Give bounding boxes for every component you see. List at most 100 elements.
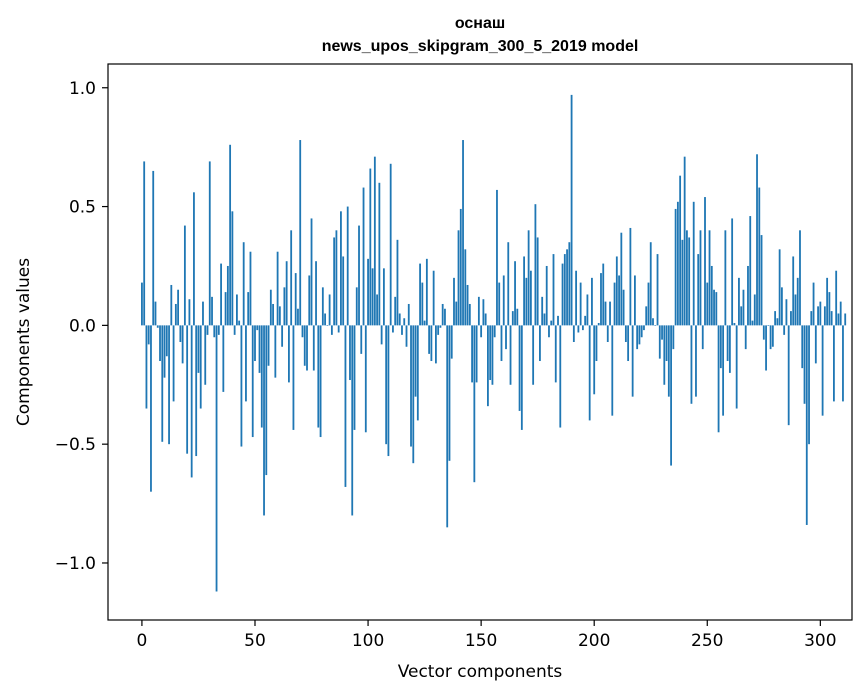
bar-240 bbox=[683, 156, 686, 326]
bar-97 bbox=[360, 325, 363, 354]
bar-26 bbox=[199, 325, 202, 409]
bar-2 bbox=[145, 325, 148, 409]
bar-150 bbox=[480, 325, 483, 338]
bar-172 bbox=[529, 270, 532, 326]
bar-91 bbox=[346, 206, 349, 326]
bar-151 bbox=[482, 299, 485, 326]
bar-309 bbox=[839, 301, 842, 326]
bar-112 bbox=[394, 296, 397, 326]
bar-155 bbox=[491, 325, 494, 385]
bar-84 bbox=[330, 325, 333, 335]
bar-27 bbox=[202, 301, 204, 326]
bar-60 bbox=[276, 251, 279, 326]
bar-279 bbox=[771, 325, 774, 347]
bar-193 bbox=[577, 325, 580, 333]
bar-93 bbox=[351, 325, 354, 516]
bar-216 bbox=[629, 227, 632, 326]
y-tick-label: 1.0 bbox=[69, 79, 96, 99]
bar-36 bbox=[222, 325, 225, 392]
bar-54 bbox=[263, 325, 265, 516]
bar-32 bbox=[213, 325, 216, 338]
bar-267 bbox=[744, 325, 747, 350]
bar-38 bbox=[226, 265, 229, 326]
bar-283 bbox=[780, 287, 783, 326]
bar-268 bbox=[747, 265, 749, 326]
bar-261 bbox=[731, 218, 734, 326]
bar-305 bbox=[830, 311, 833, 326]
bar-71 bbox=[301, 325, 304, 338]
bar-224 bbox=[647, 282, 650, 326]
bar-9 bbox=[161, 325, 164, 442]
bar-310 bbox=[842, 325, 844, 402]
bar-175 bbox=[536, 237, 539, 326]
bar-298 bbox=[814, 325, 817, 364]
bar-289 bbox=[794, 294, 797, 326]
bar-55 bbox=[265, 325, 268, 476]
bar-226 bbox=[652, 318, 654, 326]
bar-274 bbox=[760, 235, 763, 326]
bar-156 bbox=[493, 325, 496, 338]
bar-256 bbox=[719, 325, 722, 369]
bar-0 bbox=[141, 282, 143, 326]
bar-16 bbox=[177, 289, 180, 326]
bar-127 bbox=[428, 325, 431, 354]
bar-291 bbox=[799, 230, 801, 326]
bar-105 bbox=[378, 182, 381, 326]
bar-62 bbox=[281, 325, 284, 347]
y-tick-label: 0.5 bbox=[69, 198, 96, 218]
bar-207 bbox=[609, 301, 611, 326]
bar-63 bbox=[283, 287, 286, 326]
bar-206 bbox=[606, 325, 609, 342]
bar-48 bbox=[249, 251, 252, 326]
bar-34 bbox=[217, 325, 220, 335]
bar-100 bbox=[367, 258, 369, 326]
bar-272 bbox=[756, 154, 758, 326]
bar-254 bbox=[715, 292, 718, 326]
bar-12 bbox=[168, 325, 170, 445]
bar-133 bbox=[441, 303, 444, 326]
bar-140 bbox=[457, 230, 460, 326]
x-axis-ticks: 0 50 100 150 200 250 300 bbox=[137, 620, 837, 651]
bar-157 bbox=[496, 189, 498, 326]
bar-287 bbox=[790, 311, 792, 326]
bar-208 bbox=[611, 325, 614, 416]
bar-78 bbox=[317, 325, 320, 428]
bar-285 bbox=[785, 299, 788, 326]
bar-64 bbox=[285, 261, 288, 326]
bar-72 bbox=[303, 325, 306, 366]
bar-177 bbox=[541, 296, 544, 326]
bar-17 bbox=[179, 325, 182, 342]
bar-99 bbox=[364, 325, 367, 433]
bar-184 bbox=[557, 315, 559, 326]
bar-293 bbox=[803, 325, 806, 404]
y-tick-label: −1.0 bbox=[55, 554, 96, 574]
bar-269 bbox=[749, 216, 752, 326]
bar-101 bbox=[369, 168, 372, 326]
bar-108 bbox=[385, 325, 388, 445]
x-tick-label: 100 bbox=[352, 631, 384, 651]
bar-258 bbox=[724, 230, 727, 326]
bar-33 bbox=[215, 325, 218, 592]
bar-75 bbox=[310, 218, 313, 326]
bar-30 bbox=[208, 161, 211, 326]
bar-89 bbox=[342, 256, 345, 326]
bar-82 bbox=[326, 325, 329, 326]
bar-132 bbox=[439, 325, 442, 328]
bar-69 bbox=[297, 308, 299, 326]
x-tick-label: 50 bbox=[244, 631, 266, 651]
bar-96 bbox=[358, 225, 360, 326]
bar-294 bbox=[805, 325, 808, 525]
bar-174 bbox=[534, 204, 537, 326]
bar-300 bbox=[819, 301, 822, 326]
bar-51 bbox=[256, 325, 259, 331]
bar-213 bbox=[622, 289, 625, 326]
bar-299 bbox=[817, 306, 819, 326]
bar-162 bbox=[507, 242, 510, 326]
bar-79 bbox=[319, 325, 322, 438]
bar-13 bbox=[170, 284, 173, 326]
bar-35 bbox=[220, 263, 222, 326]
bar-232 bbox=[665, 325, 668, 362]
bar-49 bbox=[251, 325, 254, 438]
bar-20 bbox=[186, 325, 189, 454]
